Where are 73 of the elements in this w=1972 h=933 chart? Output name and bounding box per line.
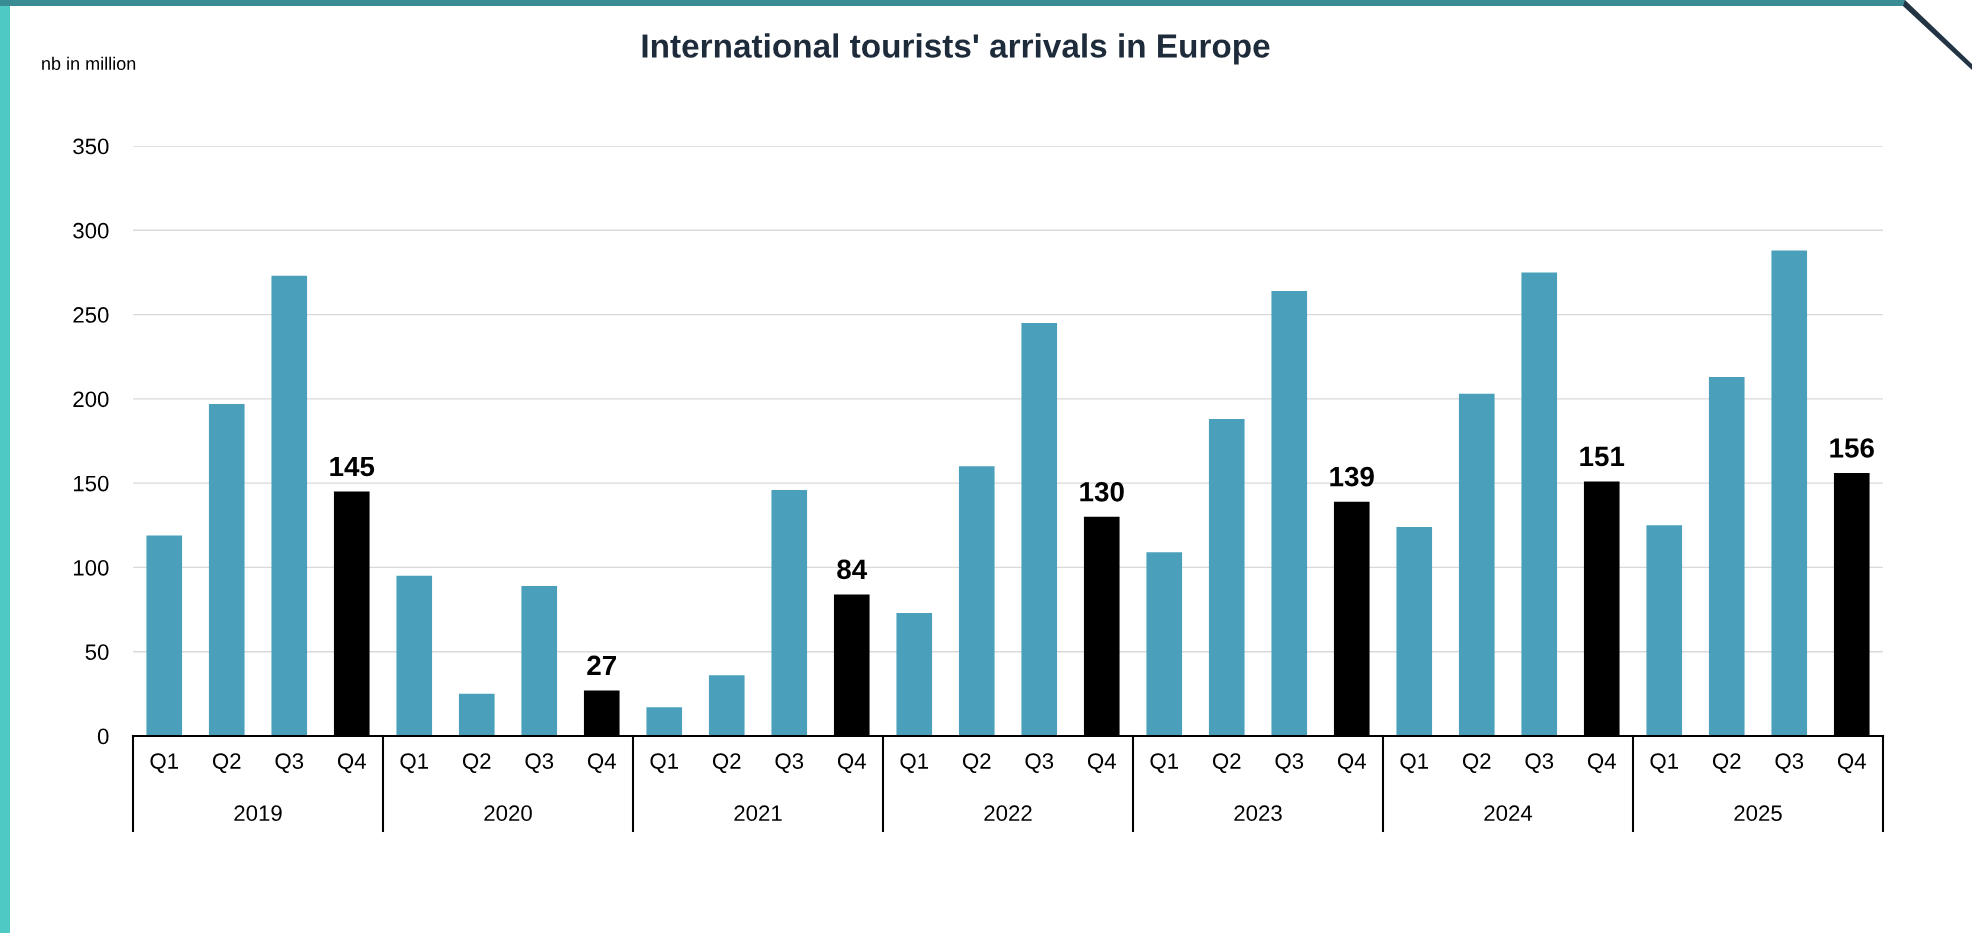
x-tick-label: Q4	[1587, 753, 1616, 773]
text: 2023	[1234, 805, 1282, 822]
bar	[1271, 290, 1308, 736]
x-tick-label: Q3	[275, 753, 304, 773]
data-label: 156	[1830, 438, 1874, 458]
y-tick-label: 100	[74, 559, 109, 576]
x-tick-label: Q1	[400, 753, 428, 773]
y-tick-label: 250	[73, 307, 109, 323]
bar	[1708, 376, 1745, 736]
y-tick-label: 350	[73, 138, 109, 155]
x-tick-label: Q3	[1525, 753, 1554, 773]
bar	[1396, 526, 1433, 736]
bar	[708, 675, 745, 736]
y-axis-title: nb in million	[42, 56, 136, 71]
x-tick-label: Q1	[1150, 753, 1178, 773]
x-tick-label: Q2	[1462, 753, 1491, 773]
bar	[271, 275, 308, 736]
data-label: 84	[837, 559, 868, 580]
y-tick-label: 300	[73, 222, 109, 239]
x-tick-label: Q4	[587, 753, 616, 773]
y-tick-label: 200	[73, 391, 109, 408]
data-label: 139	[1330, 466, 1374, 487]
x-tick-label: Q1	[1650, 753, 1678, 773]
x-tick-label: Q4	[337, 753, 366, 773]
data-label: 145	[330, 456, 375, 477]
x-tick-label: Q1	[650, 753, 678, 773]
x-tick-label: Q2	[962, 753, 991, 773]
x-tick-label: Q2	[1212, 753, 1241, 773]
bar	[1771, 250, 1808, 736]
bar	[771, 489, 808, 736]
x-tick-label: Q4	[1087, 753, 1116, 773]
bar	[1146, 552, 1183, 736]
text: 2025	[1734, 805, 1782, 822]
x-tick-label: Q1	[150, 753, 178, 773]
x-tick-label: Q2	[712, 753, 741, 773]
x-tick-label: Q4	[1337, 753, 1366, 773]
bar	[1646, 525, 1683, 736]
y-tick-label: 0	[97, 728, 109, 745]
text: 2024	[1484, 805, 1533, 822]
x-tick-label: Q2	[212, 753, 241, 773]
data-label: 27	[587, 655, 616, 675]
text: 2020	[484, 805, 532, 822]
text: 2019	[234, 805, 282, 822]
bar	[458, 693, 495, 736]
y-tick-label: 50	[85, 644, 109, 660]
bar	[396, 575, 433, 736]
bar	[1021, 323, 1058, 736]
x-tick-label: Q2	[1712, 753, 1741, 773]
bar	[146, 535, 183, 736]
text: 2021	[734, 805, 782, 822]
x-tick-label: Q3	[1025, 753, 1054, 773]
x-tick-label: Q4	[1837, 753, 1866, 773]
bar	[1521, 272, 1558, 736]
bar	[208, 403, 245, 736]
x-tick-label: Q1	[900, 753, 928, 773]
text: 2022	[984, 805, 1032, 822]
bar	[521, 585, 558, 736]
y-tick-label: 150	[74, 475, 109, 492]
bar	[896, 612, 933, 736]
bar	[646, 707, 683, 736]
x-tick-label: Q3	[1775, 753, 1804, 773]
data-label: 130	[1080, 481, 1124, 502]
x-tick-label: Q3	[525, 753, 554, 773]
x-tick-label: Q3	[1275, 753, 1304, 773]
x-tick-label: Q3	[775, 753, 804, 773]
chart-title: International tourists' arrivals in Europe	[642, 33, 1270, 65]
bar	[1208, 419, 1245, 736]
bar	[958, 466, 995, 736]
bar	[1458, 393, 1495, 736]
x-tick-label: Q4	[837, 753, 866, 773]
data-label: 151	[1580, 446, 1625, 467]
x-tick-label: Q2	[462, 753, 491, 773]
x-tick-label: Q1	[1400, 753, 1428, 773]
